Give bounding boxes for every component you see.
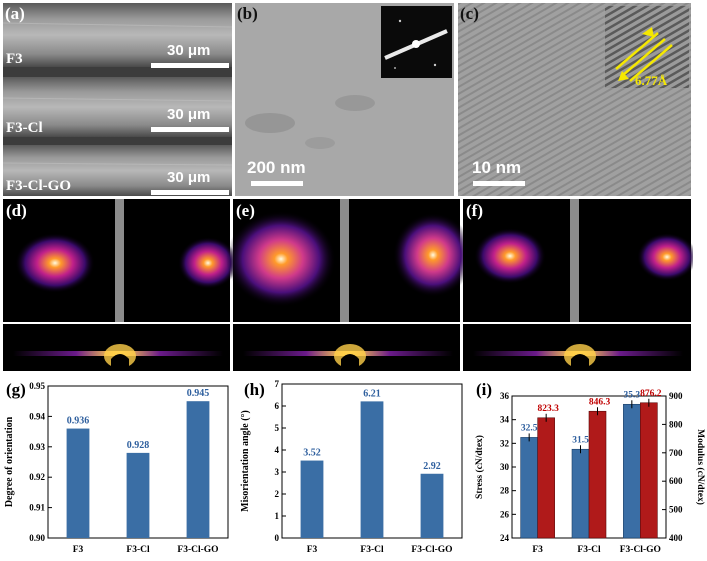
chart-g-ytick-label: 0.94 bbox=[29, 411, 45, 421]
chart-g-bar bbox=[66, 428, 90, 538]
chart-i-ytick-right-label: 600 bbox=[669, 476, 683, 486]
scalebar-c bbox=[473, 181, 525, 186]
chart-i-ytick-label: 26 bbox=[500, 509, 510, 519]
chart-i-xtick-label: F3-Cl-GO bbox=[620, 545, 661, 555]
chart-i-xtick-label: F3 bbox=[532, 545, 543, 555]
chart-i-ytick-label: 28 bbox=[500, 486, 510, 496]
chart-i-bar-modulus bbox=[588, 410, 607, 539]
chart-i-modulus-label: 876.2 bbox=[640, 389, 662, 399]
chart-h-ytick-label: 6 bbox=[275, 401, 280, 411]
scalebar-b bbox=[251, 181, 303, 186]
scalebar-label-3: 30 μm bbox=[167, 169, 211, 186]
sample-label-f3-cl-go: F3-Cl-GO bbox=[6, 178, 71, 194]
chart-g-degree-of-orientation: 0.90 0.91 0.92 0.93 0.94 0.95 Degree of orient… bbox=[4, 381, 229, 555]
chart-i-stress-modulus: 24 26 28 30 32 34 36 400 500 600 700 800 900 Stress (… bbox=[474, 389, 706, 555]
chart-g-value-label: 0.945 bbox=[187, 388, 210, 399]
chart-h-value-label: 2.92 bbox=[423, 461, 441, 472]
chart-h-xtick-label: F3-Cl-GO bbox=[411, 545, 452, 555]
chart-g-ytick-label: 0.91 bbox=[29, 503, 45, 513]
chart-i-bar-stress bbox=[623, 403, 641, 539]
panel-label-a: (a) bbox=[5, 4, 25, 23]
sample-label-f3: F3 bbox=[6, 51, 23, 67]
chart-g-ylabel: Degree of orientation bbox=[4, 416, 15, 507]
chart-h-ylabel: Misorientation angle (°) bbox=[240, 410, 251, 512]
chart-i-ytick-right-label: 500 bbox=[669, 505, 683, 515]
panel-b-tem: (b) 200 nm bbox=[235, 3, 454, 196]
lattice-inset bbox=[605, 6, 689, 88]
sample-label-f3-cl: F3-Cl bbox=[6, 120, 43, 136]
chart-g-value-label: 0.936 bbox=[67, 416, 90, 427]
chart-i-ylabel-right: Modulus (cN/dtex) bbox=[695, 429, 706, 505]
scalebar-2 bbox=[151, 127, 229, 132]
d-spacing-label: 6.77Å bbox=[635, 73, 668, 88]
chart-g-xtick-label: F3-Cl bbox=[126, 545, 150, 555]
scalebar-label-c: 10 nm bbox=[472, 158, 522, 177]
chart-i-ytick-right-label: 700 bbox=[669, 448, 683, 458]
chart-i-bar-modulus bbox=[640, 402, 658, 539]
chart-h-misorientation-angle: 0 1 2 3 4 5 6 7 Misorientation angle (°) 3.52 F3 6.… bbox=[240, 379, 463, 555]
chart-g-bar bbox=[126, 452, 150, 538]
hrtem-image bbox=[458, 3, 691, 196]
panel-label-d: (d) bbox=[6, 201, 27, 220]
chart-i-bar-stress bbox=[571, 448, 590, 539]
chart-i-stress-label: 31.5 bbox=[572, 435, 589, 445]
scalebar-label-b: 200 nm bbox=[247, 158, 306, 177]
chart-g-value-label: 0.928 bbox=[127, 440, 150, 451]
chart-h-ytick-label: 5 bbox=[275, 423, 280, 433]
chart-i-xtick-label: F3-Cl bbox=[577, 545, 601, 555]
scalebar-label-1: 30 μm bbox=[167, 42, 211, 59]
sem-image bbox=[3, 3, 232, 196]
chart-i-bar-modulus bbox=[537, 417, 555, 539]
chart-i-stress-label: 35.3 bbox=[624, 390, 641, 400]
chart-i-ytick-label: 24 bbox=[500, 533, 510, 543]
panel-label-f: (f) bbox=[466, 201, 483, 220]
scalebar-3 bbox=[151, 190, 229, 195]
chart-h-value-label: 6.21 bbox=[363, 388, 381, 399]
chart-i-ytick-label: 36 bbox=[500, 391, 510, 401]
chart-g-ytick-label: 0.93 bbox=[29, 442, 45, 452]
chart-g-bar bbox=[186, 401, 210, 538]
chart-g-ytick-label: 0.90 bbox=[29, 533, 45, 543]
scalebar-1 bbox=[151, 63, 229, 68]
tem-image bbox=[235, 3, 454, 196]
chart-h-ytick-label: 3 bbox=[275, 467, 280, 477]
chart-i-ylabel: Stress (cN/dtex) bbox=[474, 435, 485, 499]
chart-g-xtick-label: F3-Cl-GO bbox=[177, 545, 218, 555]
chart-h-bar bbox=[420, 473, 444, 538]
panel-c-hrtem: (c) 6.77Å 10 nm bbox=[458, 3, 691, 196]
waxs-patterns bbox=[3, 199, 693, 371]
chart-i-ytick-label: 30 bbox=[500, 462, 510, 472]
chart-i-ytick-right-label: 900 bbox=[669, 391, 683, 401]
panel-label-g: (g) bbox=[6, 380, 26, 399]
chart-i-ytick-label: 34 bbox=[500, 415, 510, 425]
chart-h-ytick-label: 1 bbox=[275, 511, 280, 521]
panel-label-e: (e) bbox=[236, 201, 255, 220]
chart-g-ytick-label: 0.95 bbox=[29, 381, 45, 391]
chart-h-xtick-label: F3 bbox=[307, 545, 318, 555]
chart-i-modulus-label: 823.3 bbox=[537, 404, 559, 414]
chart-i-ytick-label: 32 bbox=[500, 438, 510, 448]
chart-h-ytick-label: 4 bbox=[275, 445, 280, 455]
panel-label-h: (h) bbox=[244, 380, 265, 399]
chart-h-value-label: 3.52 bbox=[303, 448, 321, 459]
scalebar-label-2: 30 μm bbox=[167, 106, 211, 123]
chart-h-bar bbox=[360, 401, 384, 538]
chart-i-bar-stress bbox=[520, 437, 538, 539]
chart-g-xtick-label: F3 bbox=[73, 545, 84, 555]
chart-i-ytick-right-label: 400 bbox=[669, 533, 683, 543]
chart-h-bar bbox=[300, 460, 324, 538]
panel-a-sem: (a) F3 F3-Cl F3-Cl-GO 30 μm 30 μm 30 μm bbox=[3, 3, 232, 196]
chart-i-ytick-right-label: 800 bbox=[669, 419, 683, 429]
chart-h-ytick-label: 2 bbox=[275, 489, 280, 499]
chart-i-modulus-label: 846.3 bbox=[589, 397, 611, 407]
chart-i-stress-label: 32.5 bbox=[521, 423, 538, 433]
chart-h-ytick-label: 0 bbox=[275, 533, 280, 543]
panel-label-b: (b) bbox=[237, 4, 258, 23]
panel-label-c: (c) bbox=[460, 4, 479, 23]
chart-h-ytick-label: 7 bbox=[275, 379, 280, 389]
panel-label-i: (i) bbox=[476, 380, 493, 399]
chart-g-ytick-label: 0.92 bbox=[29, 472, 45, 482]
chart-h-xtick-label: F3-Cl bbox=[360, 545, 384, 555]
